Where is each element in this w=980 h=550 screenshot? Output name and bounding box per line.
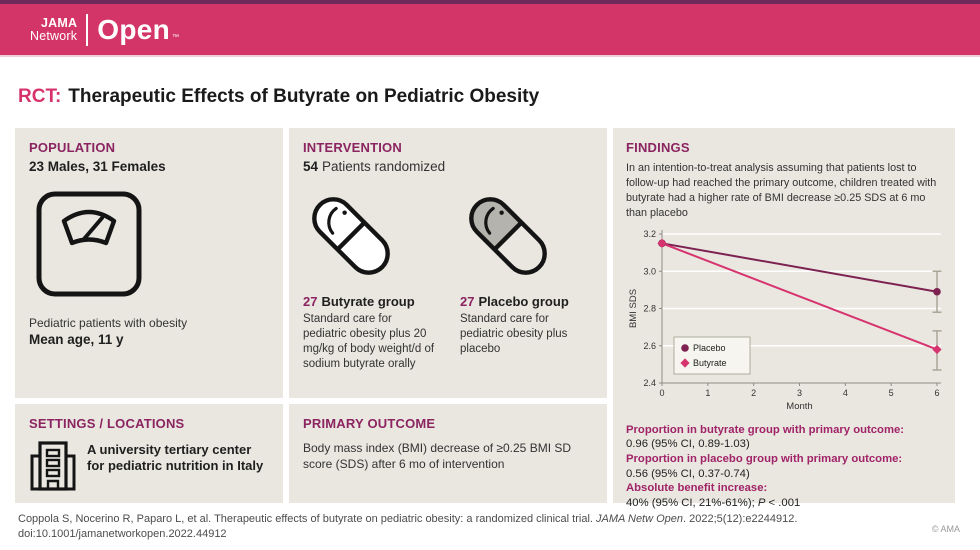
primary-outcome-panel: PRIMARY OUTCOME Body mass index (BMI) de… [289, 404, 607, 503]
placebo-marker [933, 287, 941, 296]
panels-grid: POPULATION 23 Males, 31 Females Pediatri… [15, 128, 955, 509]
population-mean-age: Mean age, 11 y [29, 332, 124, 347]
chart-text: 2.6 [643, 340, 656, 350]
citation-post: . 2022;5(12):e2244912. [683, 513, 798, 525]
placebo-group-desc: Standard care for pediatric obesity plus… [460, 313, 568, 355]
population-caption: Pediatric patients with obesity [29, 316, 188, 330]
settings-row: A university tertiary center for pediatr… [29, 439, 269, 493]
settings-heading: SETTINGS / LOCATIONS [29, 416, 185, 431]
randomized-count: 54 [303, 159, 319, 174]
butyrate-group-name: Butyrate group [321, 294, 415, 309]
weight-scale-icon [33, 188, 269, 300]
stat-p-italic: P [757, 496, 766, 509]
column-intervention: INTERVENTION 54 Patients randomized [289, 128, 607, 503]
page-title: RCT: Therapeutic Effects of Butyrate on P… [18, 86, 539, 108]
logo-divider [86, 13, 89, 46]
findings-heading: FINDINGS [626, 140, 690, 155]
citation-text: Coppola S, Nocerino R, Paparo L, et al. … [18, 513, 597, 525]
chart-text: 4 [843, 388, 848, 398]
chart-text: Month [786, 401, 812, 412]
placebo-pill-icon [460, 188, 593, 284]
title-rct-tag: RCT: [18, 86, 62, 107]
chart-text: Butyrate [693, 358, 727, 368]
chart-text: 2.8 [643, 303, 656, 313]
column-population: POPULATION 23 Males, 31 Females Pediatri… [15, 128, 283, 503]
chart-text: 3 [797, 388, 802, 398]
jama-network-open-logo: JAMA Network Open ™ [30, 13, 179, 46]
logo-open-text: Open ™ [97, 14, 179, 46]
population-subtitle: 23 Males, 31 Females [29, 159, 166, 174]
logo-trademark: ™ [172, 33, 180, 41]
stat-value-text: 40% (95% CI, 21%-61%); [626, 496, 758, 509]
citation-journal-italic: JAMA Netw Open [596, 513, 684, 525]
logo-jama-text: JAMA [41, 15, 78, 30]
title-text: Therapeutic Effects of Butyrate on Pedia… [68, 86, 540, 107]
butyrate-group: 27 Butyrate group Standard care for pedia… [303, 188, 436, 372]
copyright-ama: © AMA [931, 524, 960, 534]
chart-text: 3.0 [643, 266, 656, 276]
stat-value: 0.96 (95% CI, 0.89-1.03) [626, 438, 750, 451]
legend-box [673, 336, 751, 375]
logo-open-word: Open [97, 13, 171, 45]
population-panel: POPULATION 23 Males, 31 Females Pediatri… [15, 128, 283, 398]
chart-text: 0 [659, 388, 664, 398]
intervention-groups: 27 Butyrate group Standard care for pedia… [303, 188, 593, 372]
jama-banner: JAMA Network Open ™ [0, 4, 980, 57]
butyrate-group-title: 27 Butyrate group [303, 294, 436, 309]
intervention-heading: INTERVENTION [303, 140, 402, 155]
butyrate-pill-icon [303, 188, 436, 284]
placebo-group-title: 27 Placebo group [460, 294, 593, 309]
findings-stats: Proportion in butyrate group with primar… [626, 423, 942, 511]
logo-network-text: Network [30, 28, 78, 43]
legend-butyrate-marker [680, 357, 690, 368]
findings-panel: FINDINGS In an intention-to-treat analys… [613, 128, 955, 509]
citation-doi: doi:10.1001/jamanetworkopen.2022.44912 [18, 528, 227, 541]
placebo-group-n: 27 [460, 294, 475, 309]
butyrate-marker [657, 238, 667, 248]
butyrate-group-n: 27 [303, 294, 318, 309]
randomized-label: Patients randomized [322, 159, 446, 174]
top-accent-strip [0, 0, 980, 4]
population-heading: POPULATION [29, 140, 116, 155]
citation: Coppola S, Nocerino R, Paparo L, et al. … [18, 512, 797, 543]
butyrate-line [661, 241, 938, 350]
settings-text: A university tertiary center for pediatr… [87, 442, 264, 474]
placebo-group: 27 Placebo group Standard care for pediat… [460, 188, 593, 372]
legend-placebo-marker [681, 343, 689, 352]
intervention-subtitle: 54 Patients randomized [303, 159, 593, 174]
jama-network-wordmark: JAMA Network [30, 15, 78, 43]
placebo-line [661, 241, 938, 293]
findings-summary: In an intention-to-treat analysis assumi… [626, 162, 937, 219]
primary-outcome-heading: PRIMARY OUTCOME [303, 416, 436, 431]
stat-value: 0.56 (95% CI, 0.37-0.74) [626, 467, 750, 480]
stat-label: Proportion in butyrate group with primar… [626, 423, 905, 436]
stat-value: 40% (95% CI, 21%-61%); P < .001 [626, 496, 942, 511]
stat-label: Proportion in placebo group with primary… [626, 452, 903, 465]
stat-p-rest: < .001 [765, 496, 801, 509]
bmi-chart-container: 2.4 2.6 2.8 3.0 3.2 0 1 2 3 4 5 6 Month BMI SDS Placeb… [626, 225, 942, 421]
column-findings: FINDINGS In an intention-to-treat analys… [613, 128, 955, 509]
chart-text: Placebo [693, 343, 726, 353]
intervention-panel: INTERVENTION 54 Patients randomized [289, 128, 607, 398]
butyrate-group-desc: Standard care for pediatric obesity plus… [303, 313, 435, 370]
chart-text: 5 [889, 388, 894, 398]
primary-outcome-text: Body mass index (BMI) decrease of ≥0.25 … [303, 441, 572, 472]
settings-panel: SETTINGS / LOCATIONS A university tertia… [15, 404, 283, 503]
chart-text: 1 [705, 388, 710, 398]
citation-line1: Coppola S, Nocerino R, Paparo L, et al. … [18, 512, 797, 527]
findings-chart: 2.4 2.6 2.8 3.0 3.2 0 1 2 3 4 5 6 Month BMI SDS Placeb… [628, 229, 942, 412]
chart-text: 3.2 [643, 229, 656, 239]
chart-text: 6 [934, 388, 939, 398]
chart-text: 2 [751, 388, 756, 398]
hospital-building-icon [29, 439, 77, 493]
placebo-group-name: Placebo group [478, 294, 569, 309]
chart-text: 2.4 [643, 378, 656, 388]
chart-text: BMI SDS [628, 289, 639, 328]
stat-label: Absolute benefit increase: [626, 482, 768, 495]
